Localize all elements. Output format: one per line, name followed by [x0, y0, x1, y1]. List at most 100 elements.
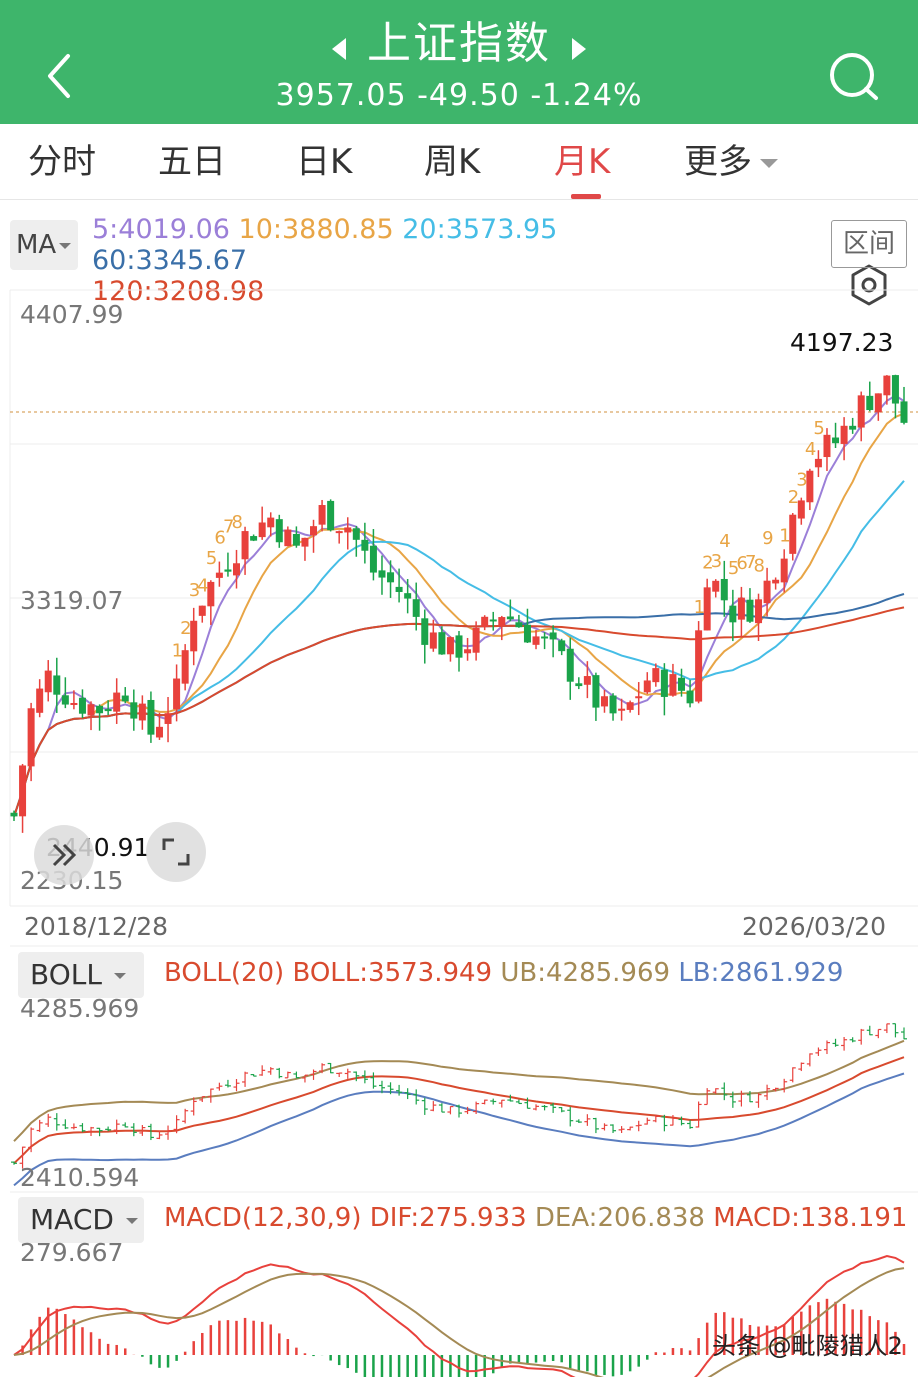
sequence-label: 1	[172, 640, 183, 661]
candle-body	[489, 619, 497, 622]
candle-body	[378, 570, 386, 578]
candle-body	[258, 522, 266, 538]
candle-body	[233, 563, 240, 576]
candle-body	[27, 708, 35, 767]
candle-body	[275, 519, 283, 543]
candle-body	[763, 580, 771, 604]
sequence-label: 8	[232, 512, 243, 533]
candle-body	[891, 375, 899, 404]
candle-body	[292, 534, 300, 546]
fullscreen-icon	[162, 838, 190, 866]
candle-body	[138, 703, 146, 721]
boll-lower-value: LB:2861.929	[678, 958, 844, 988]
candle-body	[130, 702, 138, 719]
sequence-label: 2	[180, 618, 191, 639]
sequence-label: 5	[728, 558, 739, 579]
candle-body	[549, 632, 557, 640]
price-mid-label: 3319.07	[20, 586, 124, 615]
ma60-value: 60:3345.67	[92, 245, 248, 276]
candle-body	[626, 702, 634, 710]
tab-more[interactable]: 更多	[684, 138, 778, 186]
prev-stock-icon[interactable]	[331, 38, 346, 60]
sequence-label: 1	[779, 525, 790, 546]
tab-weekly-k[interactable]: 周K	[424, 142, 481, 182]
fullscreen-button[interactable]	[146, 822, 206, 882]
search-icon	[830, 53, 878, 100]
candle-body	[53, 675, 61, 695]
active-tab-indicator	[571, 194, 601, 199]
candle-body	[643, 680, 651, 693]
tab-five-day[interactable]: 五日	[158, 142, 226, 182]
sequence-label: 7	[745, 552, 756, 573]
ma-indicator-select[interactable]: MA	[10, 220, 78, 270]
candle-body	[464, 649, 472, 654]
macd-indicator-select[interactable]: MACD	[18, 1197, 144, 1243]
ma120-line	[13, 606, 905, 817]
candle-body	[164, 713, 172, 724]
candle-body	[147, 699, 155, 735]
range-button[interactable]: 区间	[831, 220, 907, 268]
boll-indicator-select[interactable]: BOLL	[18, 952, 144, 998]
candle-body	[344, 527, 352, 533]
candle-body	[155, 726, 163, 738]
start-date-label: 2018/12/28	[24, 912, 169, 941]
candle-body	[301, 537, 309, 547]
candle-body	[541, 636, 549, 639]
candle-body	[729, 605, 737, 623]
candle-body	[832, 437, 840, 444]
candle-body	[438, 632, 446, 655]
ma5-value: 5:4019.06	[92, 214, 230, 245]
ma-values-legend: 5:4019.06 10:3880.85 20:3573.95 60:3345.…	[92, 214, 712, 307]
candle-body	[369, 545, 377, 573]
macd-values-legend: MACD(12,30,9) DIF:275.933 DEA:206.838 MA…	[164, 1198, 907, 1238]
ma-select-label: MA	[16, 230, 57, 260]
search-button[interactable]	[822, 46, 884, 108]
candle-body	[250, 536, 258, 541]
candle-body	[173, 678, 181, 710]
candle-body	[87, 704, 95, 716]
boll-select-label: BOLL	[30, 958, 102, 991]
next-stock-icon[interactable]	[572, 38, 587, 60]
boll-high-label: 4285.969	[20, 994, 140, 1023]
caret-down-icon	[125, 1218, 138, 1224]
candle-body	[746, 599, 754, 622]
chevron-left-icon	[48, 54, 70, 98]
candle-body	[241, 531, 249, 560]
candle-body	[455, 635, 463, 658]
candle-body	[652, 668, 660, 683]
candle-body	[412, 599, 420, 617]
tab-monthly-k[interactable]: 月K	[554, 142, 611, 182]
expand-button[interactable]	[34, 825, 94, 885]
candle-body	[472, 627, 480, 653]
candle-body	[506, 616, 514, 620]
boll-param: BOLL(20)	[164, 958, 285, 988]
candle-body	[515, 622, 523, 628]
candle-body	[267, 517, 275, 528]
candle-body	[592, 675, 600, 708]
candle-body	[849, 425, 857, 430]
back-button[interactable]	[38, 46, 86, 106]
candle-body	[335, 531, 343, 534]
sequence-label: 2	[702, 553, 713, 574]
quote-summary: 3957.05 -49.50 -1.24%	[275, 78, 643, 113]
tab-daily-k[interactable]: 日K	[296, 142, 353, 182]
candle-body	[883, 375, 891, 396]
sequence-label: 3	[711, 551, 722, 572]
candle-body	[190, 620, 198, 652]
candle-body	[618, 708, 626, 711]
candle-body	[352, 528, 360, 540]
period-tabs: 分时 五日 日K 周K 月K 更多	[0, 124, 918, 306]
candle-body	[19, 765, 27, 817]
candle-body	[755, 599, 763, 624]
candle-body	[566, 648, 574, 682]
candle-body	[857, 395, 865, 428]
tab-intraday[interactable]: 分时	[28, 142, 96, 182]
sequence-label: 1	[694, 597, 705, 618]
candle-body	[498, 617, 506, 627]
chart-settings-button[interactable]	[848, 262, 890, 308]
app-header: 上证指数 3957.05 -49.50 -1.24%	[0, 0, 918, 124]
candle-body	[532, 636, 540, 645]
tab-more-label: 更多	[684, 142, 752, 182]
macd-param: MACD(12,30,9)	[164, 1203, 362, 1233]
